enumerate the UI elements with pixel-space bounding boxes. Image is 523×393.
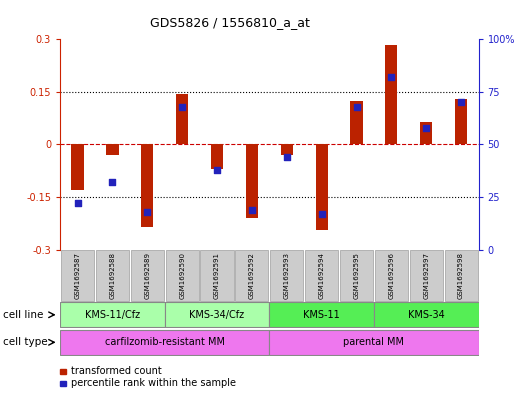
Text: parental MM: parental MM: [344, 337, 404, 347]
Bar: [420, 122, 433, 144]
Point: [422, 125, 430, 131]
Bar: [315, 144, 328, 230]
Point: [143, 209, 152, 215]
Text: KMS-34/Cfz: KMS-34/Cfz: [189, 310, 245, 320]
FancyBboxPatch shape: [340, 250, 373, 301]
FancyBboxPatch shape: [200, 250, 234, 301]
FancyBboxPatch shape: [60, 330, 269, 354]
Point: [248, 206, 256, 213]
Bar: [141, 144, 153, 227]
Text: KMS-11: KMS-11: [303, 310, 340, 320]
Text: KMS-11/Cfz: KMS-11/Cfz: [85, 310, 140, 320]
Text: GSM1692588: GSM1692588: [109, 252, 116, 299]
Text: cell line: cell line: [3, 310, 43, 320]
FancyBboxPatch shape: [96, 250, 129, 301]
FancyBboxPatch shape: [269, 330, 479, 354]
Text: GSM1692598: GSM1692598: [458, 252, 464, 299]
Text: KMS-34: KMS-34: [408, 310, 445, 320]
Text: GSM1692589: GSM1692589: [144, 252, 150, 299]
Point: [178, 103, 186, 110]
Bar: [455, 99, 467, 144]
Bar: [72, 144, 84, 190]
FancyBboxPatch shape: [410, 250, 443, 301]
Bar: [246, 144, 258, 218]
Text: transformed count: transformed count: [71, 366, 162, 376]
FancyBboxPatch shape: [131, 250, 164, 301]
FancyBboxPatch shape: [165, 303, 269, 327]
FancyBboxPatch shape: [60, 303, 165, 327]
Text: GDS5826 / 1556810_a_at: GDS5826 / 1556810_a_at: [150, 16, 310, 29]
Bar: [176, 94, 188, 144]
Point: [353, 103, 361, 110]
FancyBboxPatch shape: [61, 250, 94, 301]
Text: GSM1692593: GSM1692593: [284, 252, 290, 299]
Point: [73, 200, 82, 206]
Text: GSM1692590: GSM1692590: [179, 252, 185, 299]
FancyBboxPatch shape: [305, 250, 338, 301]
Text: percentile rank within the sample: percentile rank within the sample: [71, 378, 235, 388]
FancyBboxPatch shape: [375, 250, 408, 301]
Text: GSM1692594: GSM1692594: [319, 252, 325, 299]
Point: [282, 154, 291, 160]
FancyBboxPatch shape: [166, 250, 199, 301]
Text: GSM1692597: GSM1692597: [423, 252, 429, 299]
Text: GSM1692592: GSM1692592: [249, 252, 255, 299]
Bar: [385, 44, 397, 144]
FancyBboxPatch shape: [374, 303, 479, 327]
Text: cell type: cell type: [3, 337, 47, 347]
FancyBboxPatch shape: [445, 250, 477, 301]
Bar: [350, 101, 362, 144]
FancyBboxPatch shape: [269, 303, 374, 327]
Point: [387, 74, 395, 80]
Text: GSM1692595: GSM1692595: [354, 252, 359, 299]
Point: [317, 211, 326, 217]
FancyBboxPatch shape: [235, 250, 268, 301]
Text: GSM1692587: GSM1692587: [75, 252, 81, 299]
Point: [108, 179, 117, 185]
Bar: [211, 144, 223, 169]
Point: [457, 99, 465, 105]
Bar: [106, 144, 119, 155]
Text: GSM1692591: GSM1692591: [214, 252, 220, 299]
FancyBboxPatch shape: [270, 250, 303, 301]
Text: carfilzomib-resistant MM: carfilzomib-resistant MM: [105, 337, 225, 347]
Text: GSM1692596: GSM1692596: [389, 252, 394, 299]
Point: [213, 167, 221, 173]
Bar: [281, 144, 293, 155]
